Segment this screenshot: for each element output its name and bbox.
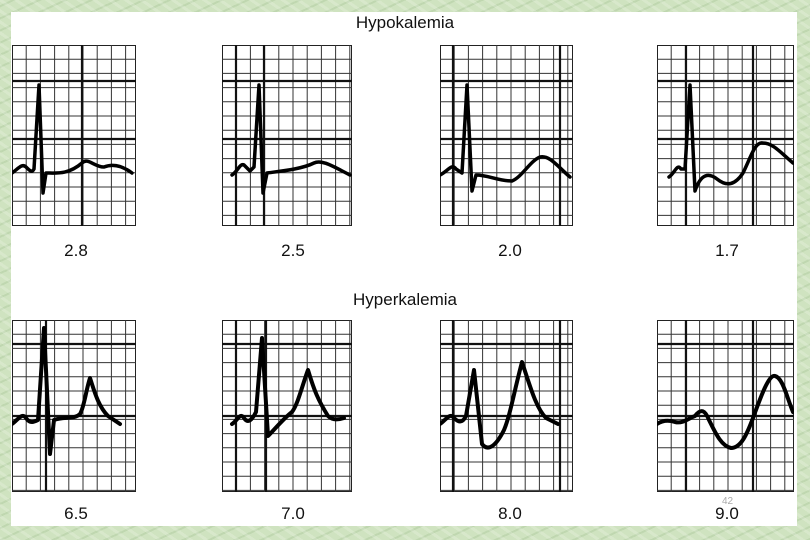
ecg-trace bbox=[657, 374, 794, 450]
ecg-grid-frame bbox=[12, 320, 136, 492]
ecg-strip-hyperkalemia-8-0 bbox=[440, 320, 573, 492]
ecg-trace bbox=[440, 360, 560, 450]
ecg-strip-hypokalemia-2-5 bbox=[222, 45, 352, 226]
potassium-value-label: 2.5 bbox=[281, 241, 305, 260]
ecg-strip-hypokalemia-2-8 bbox=[12, 45, 136, 226]
potassium-value-label: 8.0 bbox=[498, 504, 522, 523]
ecg-grid-frame bbox=[440, 320, 573, 492]
ecg-grid-frame bbox=[222, 320, 352, 492]
ecg-strip-hyperkalemia-6-5 bbox=[12, 320, 136, 492]
ecg-trace bbox=[12, 83, 134, 195]
potassium-value-label: 7.0 bbox=[281, 504, 305, 523]
ecg-strip-hyperkalemia-7-0 bbox=[222, 320, 352, 492]
ecg-strip-hypokalemia-2-0 bbox=[440, 45, 573, 226]
potassium-value-label: 1.7 bbox=[715, 241, 739, 260]
ecg-trace bbox=[667, 83, 794, 193]
ecg-grid-frame bbox=[222, 45, 352, 226]
ecg-grid-frame bbox=[657, 45, 794, 226]
ecg-trace bbox=[12, 326, 122, 456]
potassium-value-label: 2.0 bbox=[498, 241, 522, 260]
hyperkalemia-title: Hyperkalemia bbox=[353, 290, 457, 309]
ecg-strip-hyperkalemia-9-0 bbox=[657, 320, 794, 492]
ecg-strip-hypokalemia-1-7 bbox=[657, 45, 794, 226]
ecg-grid-frame bbox=[12, 45, 136, 226]
ecg-trace bbox=[440, 83, 572, 193]
ecg-grid bbox=[12, 45, 136, 226]
ecg-trace bbox=[230, 83, 352, 195]
potassium-value-label: 6.5 bbox=[64, 504, 88, 523]
hypokalemia-title: Hypokalemia bbox=[355, 13, 455, 32]
potassium-value-label: 9.0 bbox=[715, 504, 739, 523]
ecg-trace bbox=[230, 336, 346, 438]
ecg-grid-frame bbox=[657, 320, 794, 492]
ecg-grid bbox=[222, 45, 352, 226]
potassium-value-label: 2.8 bbox=[64, 241, 88, 260]
ecg-grid-frame bbox=[440, 45, 573, 226]
page-number: 42 bbox=[722, 496, 734, 507]
